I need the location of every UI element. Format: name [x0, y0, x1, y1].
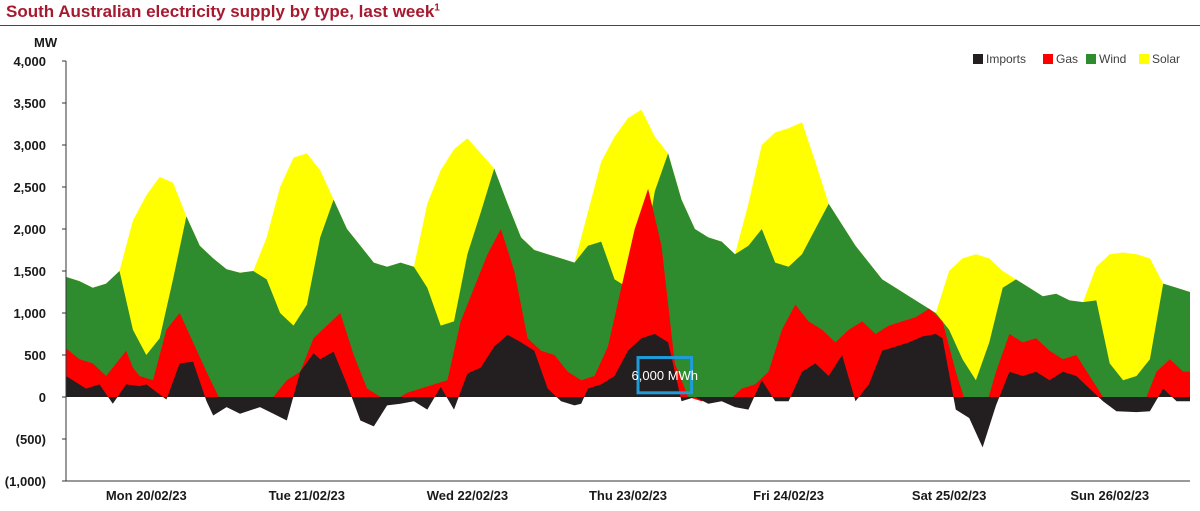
x-axis-ticks: Mon 20/02/23 Tue 21/02/23 Wed 22/02/23 Thu … — [106, 488, 1149, 503]
y-tick-label: 2,500 — [13, 180, 46, 195]
legend: Imports Gas Wind Solar — [973, 52, 1180, 66]
x-tick-label: Fri 24/02/23 — [753, 488, 824, 503]
chart-title: South Australian electricity supply by t… — [6, 2, 440, 22]
legend-label: Gas — [1056, 52, 1078, 66]
legend-item-wind: Wind — [1086, 52, 1126, 66]
stacked-areas — [66, 109, 1190, 448]
x-tick-label: Tue 21/02/23 — [269, 488, 345, 503]
annotation-box: 6,000 MWh — [632, 356, 698, 395]
y-tick-label: 500 — [24, 348, 46, 363]
x-tick-label: Wed 22/02/23 — [427, 488, 508, 503]
x-tick-label: Thu 23/02/23 — [589, 488, 667, 503]
legend-item-solar: Solar — [1139, 52, 1180, 66]
y-tick-label: 4,000 — [13, 54, 46, 69]
legend-item-imports: Imports — [973, 52, 1026, 66]
legend-swatch — [1043, 54, 1053, 64]
y-tick-label: 1,500 — [13, 264, 46, 279]
y-tick-label: 3,000 — [13, 138, 46, 153]
legend-label: Wind — [1099, 52, 1126, 66]
chart-title-text: South Australian electricity supply by t… — [6, 2, 435, 21]
legend-label: Solar — [1152, 52, 1180, 66]
y-tick-label: 0 — [39, 390, 46, 405]
y-axis-ticks: 4,000 3,500 3,000 2,500 2,000 1,500 1,000 500 0 (… — [5, 54, 66, 489]
legend-item-gas: Gas — [1043, 52, 1078, 66]
title-footnote-marker: 1 — [434, 2, 440, 14]
x-tick-label: Sat 25/02/23 — [912, 488, 986, 503]
area-imports — [66, 334, 1190, 448]
legend-swatch — [973, 54, 983, 64]
y-axis-label: MW — [34, 35, 58, 50]
x-tick-label: Mon 20/02/23 — [106, 488, 187, 503]
legend-label: Imports — [986, 52, 1026, 66]
y-tick-label: (500) — [16, 432, 46, 447]
y-tick-label: 3,500 — [13, 96, 46, 111]
legend-swatch — [1139, 54, 1149, 64]
title-divider — [0, 25, 1200, 26]
y-tick-label: (1,000) — [5, 474, 46, 489]
annotation-frame — [636, 356, 694, 395]
y-tick-label: 1,000 — [13, 306, 46, 321]
y-tick-label: 2,000 — [13, 222, 46, 237]
legend-swatch — [1086, 54, 1096, 64]
annotation-label: 6,000 MWh — [632, 368, 698, 383]
x-tick-label: Sun 26/02/23 — [1070, 488, 1149, 503]
